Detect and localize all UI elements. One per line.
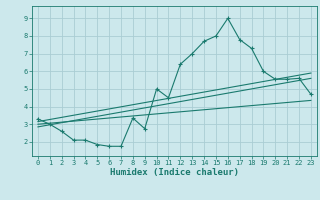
X-axis label: Humidex (Indice chaleur): Humidex (Indice chaleur)	[110, 168, 239, 177]
